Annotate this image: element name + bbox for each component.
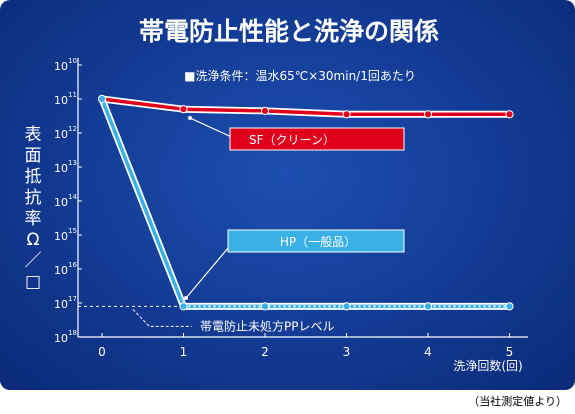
sf-legend-leader-dot <box>188 116 192 120</box>
series-layer <box>97 94 514 311</box>
x-tick-label: 4 <box>424 345 432 359</box>
axes <box>77 58 528 338</box>
y-axis-label-char: ／ <box>25 251 42 271</box>
reference-label: 帯電防止未処方PPレベル <box>200 318 334 333</box>
y-axis-label-char: 率 <box>25 209 42 229</box>
reference-leader <box>132 309 192 327</box>
y-tick-label: 1014 <box>54 193 77 209</box>
chart-title: 帯電防止性能と洗浄の関係 <box>139 17 439 46</box>
wash-conditions-note: ■洗浄条件：温水65℃×30min/1回あたり <box>184 69 416 83</box>
hp-data-point <box>179 302 188 311</box>
y-axis-label-char: 抵 <box>25 167 42 187</box>
sf-legend-leader <box>189 117 237 140</box>
x-tick-label: 5 <box>506 345 514 359</box>
y-tick-labels: 1010 1011 1012 1013 1014 1015 1016 1017 1018 <box>54 57 82 345</box>
y-tick-label: 1016 <box>54 261 77 277</box>
sf-data-point <box>423 110 433 119</box>
y-axis-label-char: 抗 <box>25 188 42 208</box>
y-axis-label-char: □ <box>25 272 41 292</box>
sf-data-point <box>260 106 270 116</box>
hp-data-point <box>505 302 514 311</box>
hp-data-point <box>97 94 107 104</box>
y-axis-label-char: Ω <box>27 230 40 250</box>
chart-panel: 帯電防止性能と洗浄の関係 ■洗浄条件：温水65℃×30min/1回あたり 表面抵… <box>0 0 575 390</box>
legend-layer: SF（クリーン） HP（一般品） <box>184 116 405 300</box>
x-tick-label: 0 <box>98 345 106 359</box>
y-tick-label: 1017 <box>54 295 77 311</box>
y-tick-label: 1013 <box>54 159 77 175</box>
hp-data-point <box>342 302 351 311</box>
sf-legend-label: SF（クリーン） <box>249 133 335 147</box>
y-tick-label: 1015 <box>54 227 77 243</box>
y-tick-label: 1010 <box>54 57 77 73</box>
sf-data-point <box>505 110 514 119</box>
sf-legend-box <box>229 127 405 151</box>
hp-series-line <box>100 98 510 309</box>
y-tick-label: 1018 <box>54 329 77 345</box>
chart-canvas: 帯電防止性能と洗浄の関係 ■洗浄条件：温水65℃×30min/1回あたり 表面抵… <box>25 17 528 373</box>
hp-legend-leader-dot <box>184 296 188 300</box>
y-tick-label: 1012 <box>54 125 77 141</box>
x-tick-labels: 0 1 2 3 4 5 <box>98 333 513 359</box>
sf-data-point <box>179 105 188 114</box>
reference-level: 帯電防止未処方PPレベル <box>78 305 334 333</box>
y-tick-label: 1011 <box>54 91 77 107</box>
x-tick-label: 2 <box>261 345 269 359</box>
hp-legend-box <box>227 229 405 253</box>
source-note: （当社測定値より） <box>468 395 567 408</box>
sf-data-point <box>342 110 351 119</box>
hp-data-point <box>260 302 270 311</box>
sf-series-line <box>101 97 510 117</box>
x-axis-label: 洗浄回数(回) <box>453 358 522 373</box>
hp-legend-label: HP（一般品） <box>280 234 356 249</box>
x-tick-label: 3 <box>343 345 351 359</box>
y-axis-label-char: 面 <box>25 146 42 166</box>
hp-legend-leader <box>185 240 235 299</box>
hp-data-point <box>423 302 433 311</box>
x-tick-label: 1 <box>180 345 188 359</box>
y-axis-label-char: 表 <box>25 125 42 145</box>
